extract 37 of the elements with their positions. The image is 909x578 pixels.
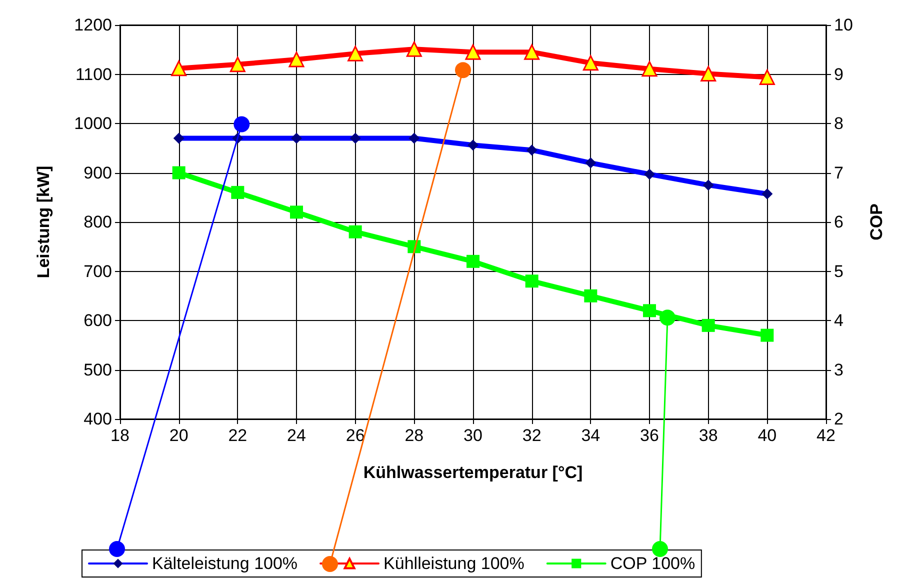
y-tick-label: 500 — [84, 360, 112, 380]
x-tick-label: 24 — [287, 426, 306, 445]
y-tick-label: 900 — [84, 163, 112, 182]
x-tick-label: 42 — [816, 426, 836, 445]
y-tick-label: 1000 — [74, 114, 112, 133]
legend-label: Kühlleistung 100% — [384, 554, 524, 573]
x-tick-label: 30 — [464, 426, 482, 445]
legend-label: COP 100% — [610, 554, 696, 573]
x-tick-label: 22 — [228, 426, 248, 445]
y-tick-label: 1100 — [75, 64, 112, 84]
legend-label: Kälteleistung 100% — [152, 554, 298, 573]
x-tick-label: 38 — [698, 426, 718, 445]
x-tick-label: 18 — [110, 426, 130, 445]
x-tick-label: 20 — [169, 426, 188, 445]
y2-tick-label: 9 — [834, 64, 844, 84]
y-tick-label: 400 — [84, 410, 112, 428]
y-axis-title: Leistung [kW] — [34, 166, 53, 278]
y2-tick-label: 10 — [834, 16, 853, 34]
y-tick-label: 800 — [84, 212, 112, 232]
x-tick-label: 26 — [346, 426, 365, 445]
y2-tick-label: 3 — [834, 360, 844, 380]
y-tick-label: 1200 — [74, 16, 112, 34]
x-tick-label: 36 — [640, 426, 659, 445]
x-tick-label: 40 — [758, 426, 777, 445]
x-tick-label: 34 — [581, 426, 600, 445]
y2-tick-label: 5 — [834, 262, 844, 281]
x-axis-title: Kühlwassertemperatur [°C] — [363, 463, 583, 482]
y-tick-label: 600 — [84, 311, 112, 330]
y2-tick-label: 4 — [834, 311, 844, 330]
y2-tick-label: 6 — [834, 212, 844, 232]
y2-tick-label: 7 — [834, 163, 844, 182]
y2-tick-label: 2 — [834, 410, 844, 428]
y2-tick-label: 8 — [834, 114, 844, 133]
y2-axis-title: COP — [867, 204, 886, 240]
x-tick-label: 32 — [522, 426, 542, 445]
y-tick-label: 700 — [84, 262, 112, 281]
x-tick-label: 28 — [404, 426, 424, 445]
